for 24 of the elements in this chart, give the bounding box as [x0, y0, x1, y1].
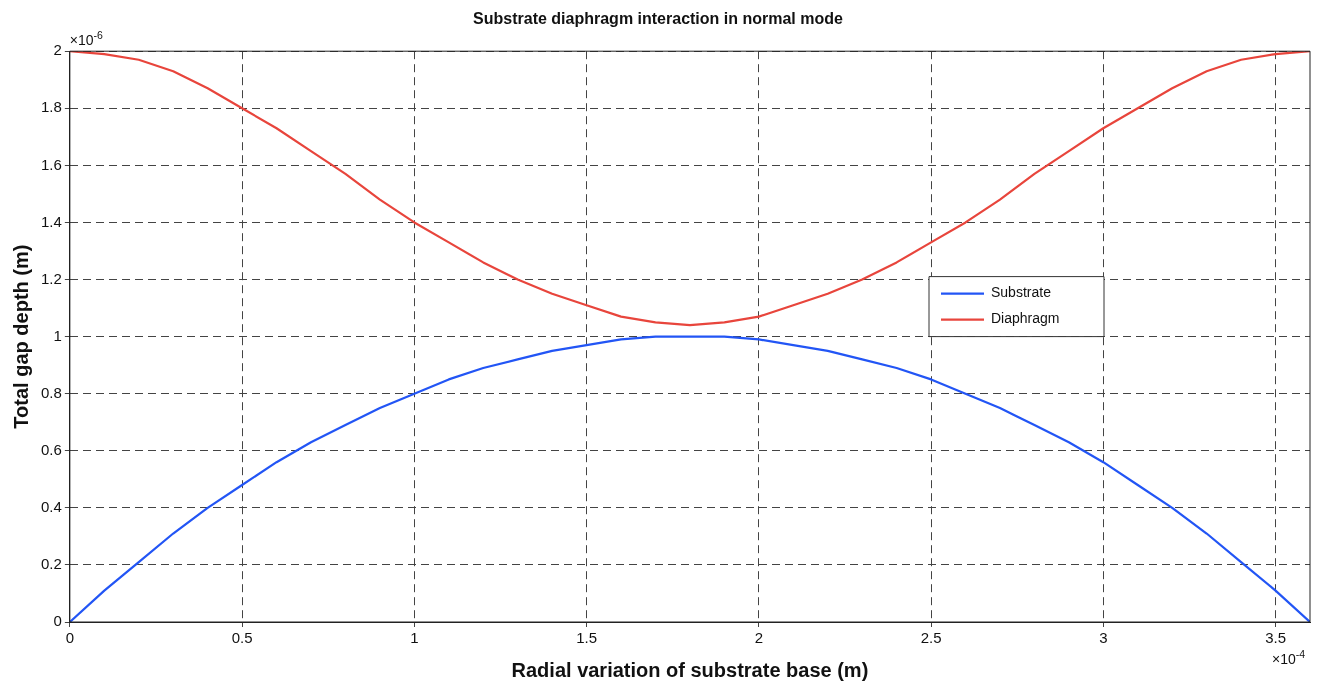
- x-tick-label: 2: [754, 629, 763, 647]
- y-tick-label: 1.2: [40, 269, 62, 287]
- x-tick-label: 1: [410, 629, 419, 647]
- legend-label: Diaphragm: [991, 310, 1060, 327]
- y-tick-label: 0.8: [40, 383, 62, 401]
- y-tick-label: 0.4: [40, 497, 62, 515]
- legend-label: Substrate: [991, 284, 1052, 301]
- x-axis-title: Radial variation of substrate base (m): [511, 658, 869, 681]
- x-tick-label: 0: [65, 629, 75, 647]
- x-tick-label: 3: [1099, 629, 1108, 647]
- y-tick-label: 1.6: [40, 155, 62, 173]
- y-tick-label: 2: [53, 41, 62, 59]
- y-tick-label: 0: [53, 612, 62, 630]
- y-tick-label: 1.4: [40, 212, 62, 230]
- x-tick-label: 0.5: [231, 629, 253, 647]
- y-tick-label: 0.2: [40, 555, 62, 573]
- y-tick-label: 1: [53, 326, 62, 344]
- chart-title: Substrate diaphragm interaction in normal mode: [473, 10, 844, 28]
- y-tick-label: 0.6: [40, 440, 62, 458]
- x-tick-label: 1.5: [576, 629, 598, 647]
- y-tick-label: 1.8: [40, 98, 62, 116]
- x-tick-label: 2.5: [920, 629, 942, 647]
- y-axis-title: Total gap depth (m): [9, 244, 32, 429]
- x-tick-label: 3.5: [1265, 629, 1286, 647]
